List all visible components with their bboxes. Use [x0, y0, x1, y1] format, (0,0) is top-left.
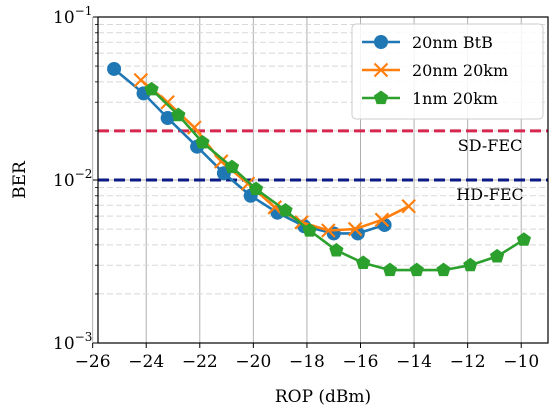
marker-x: [401, 198, 416, 214]
series-1nm-20km: [144, 81, 532, 277]
y-tick-label: 10−2: [53, 167, 92, 191]
marker-x: [321, 223, 336, 238]
threshold-label: HD-FEC: [456, 185, 524, 204]
x-tick-label: −16: [343, 352, 379, 372]
threshold-label: SD-FEC: [458, 136, 523, 155]
legend-entry: 1nm 20km: [362, 89, 498, 108]
marker-circle: [160, 111, 175, 126]
y-tick-base: 10: [53, 8, 75, 28]
fec-thresholds: SD-FEC HD-FEC: [98, 129, 548, 204]
marker-x: [133, 72, 149, 88]
x-tick-label: −26: [75, 352, 111, 372]
marker-pentagon: [409, 262, 424, 277]
legend-label: 20nm BtB: [412, 33, 493, 52]
legend-entry: 20nm 20km: [362, 61, 508, 80]
legend: 20nm BtB 20nm 20km 1nm 20km: [351, 23, 544, 120]
marker-pentagon: [516, 232, 532, 246]
x-tick-label: −24: [128, 352, 164, 372]
y-tick-base: 10: [53, 171, 75, 191]
marker-pentagon: [171, 107, 186, 122]
marker-pentagon: [382, 262, 398, 277]
marker-pentagon: [248, 181, 264, 196]
y-tick-base: 10: [53, 334, 75, 354]
marker-x: [347, 221, 363, 237]
marker-circle: [107, 61, 122, 76]
marker-x: [187, 120, 202, 135]
y-axis-label: BER: [10, 160, 30, 199]
marker-circle: [374, 35, 388, 49]
x-tick-label: −14: [396, 352, 432, 372]
legend-label: 20nm 20km: [412, 61, 508, 80]
legend-label: 1nm 20km: [412, 89, 498, 108]
x-tick-label: −20: [235, 352, 271, 372]
marker-pentagon: [463, 257, 478, 272]
marker-pentagon: [373, 90, 389, 105]
y-tick-label: 10−3: [53, 330, 92, 354]
marker-pentagon: [302, 223, 317, 237]
x-tick-label: −22: [182, 352, 218, 372]
y-tick-exponent: −1: [75, 4, 93, 18]
marker-pentagon: [489, 248, 505, 263]
marker-pentagon: [329, 242, 344, 257]
y-tick-exponent: −3: [75, 330, 93, 344]
x-tick-label: −10: [503, 352, 539, 372]
y-tick-exponent: −2: [75, 167, 93, 181]
marker-pentagon: [144, 81, 159, 96]
legend-box: [351, 23, 544, 120]
legend-entry: 20nm BtB: [362, 33, 493, 52]
marker-pentagon: [278, 203, 293, 217]
y-tick-label: 10−1: [53, 4, 92, 28]
marker-pentagon: [356, 255, 371, 269]
marker-x: [373, 62, 389, 78]
marker-pentagon: [195, 134, 210, 149]
x-tick-label: −18: [289, 352, 325, 372]
marker-x: [160, 94, 175, 110]
marker-pentagon: [224, 159, 240, 174]
marker-x: [374, 212, 390, 228]
x-axis-label: ROP (dBm): [275, 387, 371, 407]
marker-x: [267, 200, 283, 215]
data-series: [107, 61, 532, 277]
x-tick-label: −12: [450, 352, 486, 372]
marker-pentagon: [436, 262, 451, 277]
